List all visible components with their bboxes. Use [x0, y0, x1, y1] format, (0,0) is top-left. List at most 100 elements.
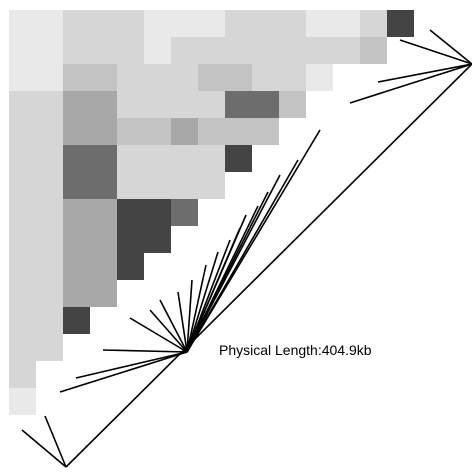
- ld-cell: [9, 10, 36, 37]
- ld-cell: [90, 253, 117, 280]
- ld-cell: [63, 172, 90, 199]
- ld-cell: [36, 199, 63, 226]
- ld-cell: [117, 253, 144, 280]
- ld-cell: [171, 199, 198, 226]
- ld-cell: [9, 172, 36, 199]
- ld-cell: [63, 253, 90, 280]
- ld-cell: [198, 172, 225, 199]
- ld-cell: [63, 145, 90, 172]
- ld-cell: [306, 64, 333, 91]
- ld-cell: [252, 10, 279, 37]
- ld-cell: [171, 145, 198, 172]
- ld-cell: [252, 118, 279, 145]
- ld-cell: [360, 10, 387, 37]
- ld-cell: [144, 91, 171, 118]
- ld-cell: [90, 172, 117, 199]
- ld-cell: [225, 64, 252, 91]
- ld-cell: [225, 118, 252, 145]
- ld-cell: [252, 91, 279, 118]
- ld-cell: [360, 37, 387, 64]
- ld-cell: [9, 199, 36, 226]
- bottom-left-spur-line: [21, 429, 67, 468]
- bottom-left-spur-line: [44, 415, 67, 468]
- ld-cell: [36, 253, 63, 280]
- ld-cell: [225, 37, 252, 64]
- ld-cell: [171, 37, 198, 64]
- ld-cell: [90, 10, 117, 37]
- ld-cell: [9, 334, 36, 361]
- ld-cell: [63, 10, 90, 37]
- snp-marker-line: [186, 279, 193, 353]
- ld-cell: [117, 118, 144, 145]
- ld-cell: [36, 145, 63, 172]
- ld-cell: [333, 10, 360, 37]
- ld-cell: [198, 118, 225, 145]
- ld-cell: [144, 199, 171, 226]
- ld-cell: [306, 37, 333, 64]
- ld-cell: [252, 37, 279, 64]
- ld-cell: [279, 91, 306, 118]
- ld-cell: [198, 145, 225, 172]
- ld-cell: [9, 253, 36, 280]
- physical-length-value: 404.9kb: [321, 342, 372, 358]
- ld-cell: [171, 172, 198, 199]
- top-right-spur-line: [429, 29, 472, 65]
- ld-cell: [36, 307, 63, 334]
- ld-cell: [36, 37, 63, 64]
- ld-cell: [171, 91, 198, 118]
- ld-cell: [117, 10, 144, 37]
- physical-length-label: Physical Length:404.9kb: [219, 342, 372, 358]
- top-right-spur-line: [377, 63, 472, 83]
- ld-cell: [63, 91, 90, 118]
- ld-cell: [306, 10, 333, 37]
- ld-cell: [144, 226, 171, 253]
- snp-marker-line: [75, 351, 188, 379]
- ld-cell: [144, 172, 171, 199]
- ld-cell: [171, 64, 198, 91]
- ld-cell: [225, 145, 252, 172]
- ld-cell: [36, 64, 63, 91]
- snp-marker-line: [186, 227, 241, 353]
- ld-cell: [90, 37, 117, 64]
- ld-cell: [171, 10, 198, 37]
- ld-cell: [36, 280, 63, 307]
- ld-cell: [144, 37, 171, 64]
- ld-cell: [9, 280, 36, 307]
- ld-cell: [9, 145, 36, 172]
- ld-cell: [36, 226, 63, 253]
- snp-marker-line: [159, 299, 188, 353]
- ld-cell: [9, 64, 36, 91]
- ld-cell: [171, 118, 198, 145]
- ld-cell: [117, 64, 144, 91]
- ld-cell: [36, 334, 63, 361]
- ld-cell: [90, 199, 117, 226]
- snp-marker-line: [149, 309, 188, 353]
- ld-cell: [225, 91, 252, 118]
- snp-marker-line: [129, 317, 188, 353]
- ld-cell: [252, 64, 279, 91]
- ld-cell: [63, 199, 90, 226]
- ld-cell: [63, 118, 90, 145]
- ld-cell: [117, 145, 144, 172]
- ld-cell: [9, 388, 36, 415]
- ld-cell: [90, 280, 117, 307]
- ld-cell: [9, 226, 36, 253]
- ld-cell: [63, 307, 90, 334]
- ld-cell: [36, 118, 63, 145]
- ld-cell: [198, 37, 225, 64]
- diagonal-axis-line: [65, 63, 472, 468]
- ld-cell: [279, 37, 306, 64]
- ld-cell: [144, 145, 171, 172]
- ld-cell: [144, 10, 171, 37]
- ld-cell: [9, 118, 36, 145]
- snp-marker-line: [59, 351, 188, 393]
- ld-cell: [117, 226, 144, 253]
- ld-cell: [63, 64, 90, 91]
- ld-cell: [387, 10, 414, 37]
- top-right-spur-line: [349, 63, 472, 104]
- ld-cell: [63, 226, 90, 253]
- ld-cell: [144, 64, 171, 91]
- ld-cell: [144, 118, 171, 145]
- snp-marker-line: [186, 264, 207, 353]
